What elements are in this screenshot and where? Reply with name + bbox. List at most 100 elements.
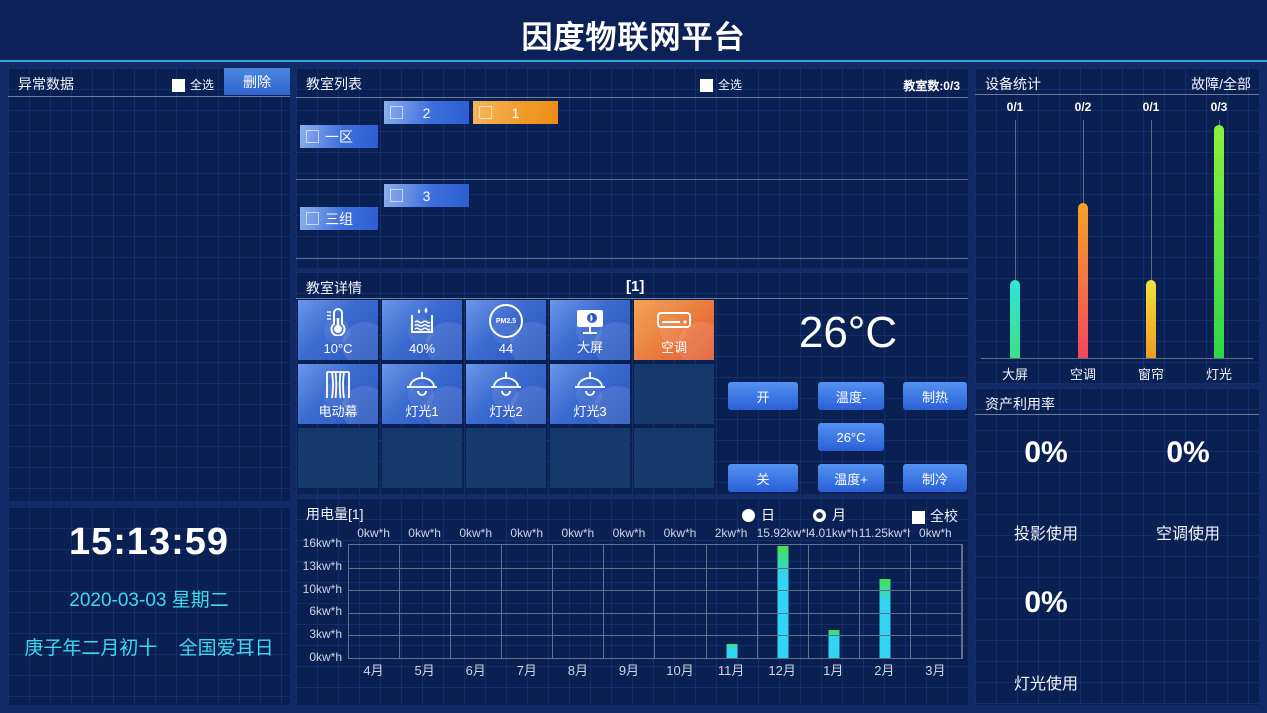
checkbox-icon[interactable] [479,106,492,119]
power-y-tick: 3kw*h [309,627,342,642]
power-chart-column [655,545,707,658]
asset-value: 0% [1166,436,1210,469]
device-stats-title: 设备统计 [985,76,1041,92]
empty-tile [382,428,462,488]
classroom-count: 教室数:0/3 [903,79,960,93]
device-stats-panel: 设备统计 故障/全部 0/1 0/2 0/1 0/3 大屏 空调 窗帘 灯光 [975,68,1259,384]
classroom-list-panel: 教室列表 全选 教室数:0/3 2 1 一区 3 三组 [296,68,968,268]
classroom-detail-badge: [1] [626,278,645,295]
tile-temperature[interactable]: 10°C [298,300,378,360]
ac-on-button[interactable]: 开 [728,382,798,410]
tile-light-1[interactable]: 灯光1 [382,364,462,424]
checkbox-icon[interactable] [912,510,925,524]
temp-minus-button[interactable]: 温度- [818,382,884,410]
power-gridline [349,612,962,614]
abnormal-select-all-checkbox[interactable]: 全选 [171,76,214,93]
power-gridline [349,590,962,592]
power-bar-value-labels: 0kw*h 0kw*h 0kw*h 0kw*h 0kw*h 0kw*h 0kw*h 2kw*h… [348,526,961,540]
power-y-tick: 13kw*h [302,558,342,573]
power-chart-column [400,545,452,658]
lamp-icon [550,369,630,401]
power-bar [777,545,789,658]
power-chart-column [758,545,809,658]
asset-item-light: 0% 灯光使用 [975,586,1117,694]
power-chart-column [809,545,860,658]
radio-day[interactable]: 日 [742,505,775,525]
power-y-tick: 6kw*h [309,604,342,619]
asset-utilization-panel: 资产利用率 0% 投影使用 0% 空调使用 0% 灯光使用 [975,388,1259,705]
thermometer-icon [298,305,378,337]
cool-mode-button[interactable]: 制冷 [903,464,967,492]
tile-humidity[interactable]: 40% [382,300,462,360]
radio-selected-icon[interactable] [813,508,826,522]
tile-pm25[interactable]: PM2.5 44 [466,300,546,360]
power-x-tick: 2月 [874,663,895,678]
checkbox-icon[interactable] [306,130,319,143]
classroom-list-title: 教室列表 [306,76,362,92]
delete-button[interactable]: 删除 [224,68,290,95]
lamp-icon [382,369,462,401]
checkbox-icon[interactable] [171,79,185,93]
checkbox-icon[interactable] [700,79,713,93]
current-temperature: 26°C [798,308,898,357]
classroom-button-2[interactable]: 2 [384,101,469,124]
power-x-tick: 4月 [363,663,384,678]
power-chart-column [553,545,605,658]
tile-motor-curtain[interactable]: 电动幕 [298,364,378,424]
all-school-checkbox[interactable]: 全校 [912,506,958,526]
device-bar [1146,280,1156,358]
power-x-tick: 10月 [666,663,694,678]
ac-off-button[interactable]: 关 [728,464,798,492]
device-bar [1214,124,1224,358]
power-y-axis-labels: 16kw*h 13kw*h 10kw*h 6kw*h 3kw*h 0kw*h [296,537,342,664]
classroom-button-1[interactable]: 1 [473,101,558,124]
group-button-group3[interactable]: 三组 [300,207,378,230]
power-x-tick: 12月 [768,663,796,678]
festival: 全国爱耳日 [178,638,274,659]
power-value-label: 0kw*h [561,526,595,540]
power-x-tick: 8月 [567,663,588,678]
checkbox-icon[interactable] [390,106,403,119]
air-conditioner-icon [634,305,714,337]
tile-air-conditioner[interactable]: 空调 [634,300,714,360]
device-value-label: 0/1 [1142,100,1160,114]
group-button-area1[interactable]: 一区 [300,125,378,148]
power-x-tick: 11月 [717,663,745,678]
power-value-label: 0kw*h [510,526,544,540]
humidity-icon [382,305,462,337]
power-value-label: 0kw*h [408,526,441,540]
power-value-label: 15.92kw*h [756,526,808,540]
power-value-label: 0kw*h [357,526,390,540]
classroom-select-all-checkbox[interactable]: 全选 [700,76,742,93]
empty-tile [466,428,546,488]
checkbox-icon[interactable] [306,212,319,225]
power-chart-column [451,545,503,658]
power-period-radios: 日 月 [742,505,846,525]
power-value-label: 4.01kw*h [808,526,858,540]
tile-light-2[interactable]: 灯光2 [466,364,546,424]
page-title: 因度物联网平台 [521,20,746,55]
classroom-button-3[interactable]: 3 [384,184,469,207]
tile-light-3[interactable]: 灯光3 [550,364,630,424]
asset-label: 空调使用 [1155,526,1220,543]
device-value-label: 0/2 [1074,100,1092,114]
lamp-icon [466,369,546,401]
set-temperature-button[interactable]: 26°C [818,423,884,451]
pm25-icon: PM2.5 [466,304,546,338]
power-gridline [349,567,962,569]
power-x-axis-labels: 4月 5月 6月 7月 8月 9月 10月 11月 12月 1月 2月 3月 [348,660,961,679]
radio-icon[interactable] [742,508,755,522]
radio-month[interactable]: 月 [813,505,846,525]
abnormal-data-title: 异常数据 [18,76,74,92]
power-y-tick: 16kw*h [302,536,342,550]
device-category-label: 窗帘 [1137,367,1164,382]
device-chart-column [981,120,1049,358]
temp-plus-button[interactable]: 温度+ [818,464,884,492]
power-value-label: 0kw*h [612,526,646,540]
tile-big-screen[interactable]: 大屏 [550,300,630,360]
heat-mode-button[interactable]: 制热 [903,382,967,410]
checkbox-icon[interactable] [390,189,403,202]
divider [975,94,1259,95]
device-category-label: 大屏 [1001,367,1028,382]
